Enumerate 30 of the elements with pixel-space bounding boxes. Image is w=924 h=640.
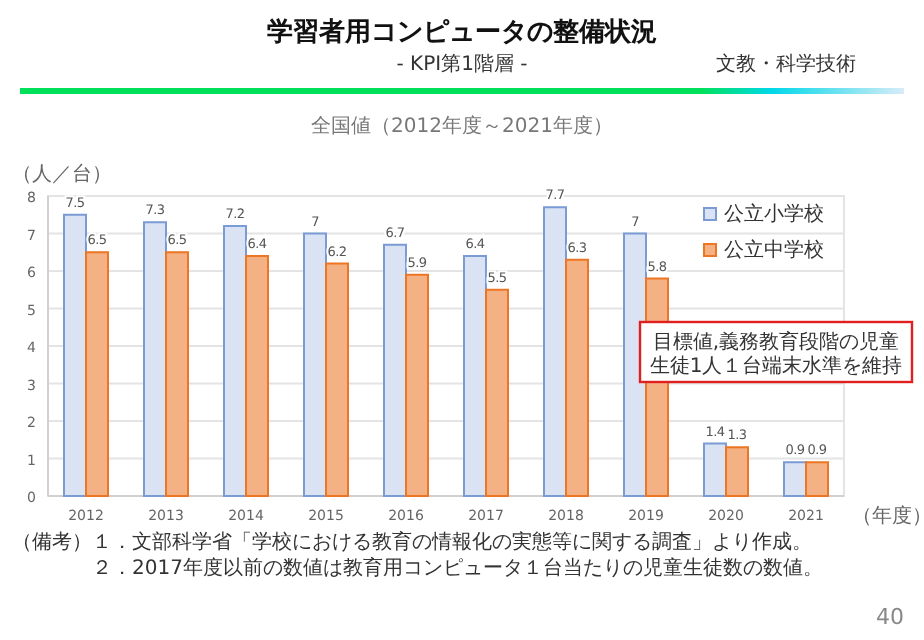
chart-title: 学習者用コンピュータの整備状況 <box>267 18 657 48</box>
bar <box>783 461 807 497</box>
bar <box>805 461 829 497</box>
bar <box>485 288 509 497</box>
text: （備考）１．文部科学省「学校における教育の情報化の実態等に関する調査」より作成。 <box>12 530 812 554</box>
text: ２．2017年度以前の数値は教育用コンピュータ１台当たりの児童生徒数の数値。 <box>12 556 823 580</box>
bar <box>165 251 189 497</box>
x-axis-title: （年度） <box>852 504 924 528</box>
bar <box>543 206 567 497</box>
bar <box>725 446 749 497</box>
bar <box>303 232 327 497</box>
bar <box>325 262 349 497</box>
bar <box>223 225 247 497</box>
bar <box>245 255 269 497</box>
legend-label: 公立小学校 <box>724 202 824 226</box>
chart-subtitle: - KPI第1階層 - <box>396 52 529 76</box>
bar <box>463 255 487 497</box>
bar <box>143 221 167 497</box>
text: 文教・科学技術 <box>716 52 856 76</box>
bar <box>63 213 87 497</box>
bar <box>405 273 429 497</box>
bar <box>85 251 109 497</box>
bar <box>703 442 727 497</box>
bar <box>565 258 589 497</box>
bar <box>383 243 407 497</box>
legend-label: 公立中学校 <box>724 238 824 262</box>
text: 全国値（2012年度～2021年度） <box>311 114 613 138</box>
y-axis-title: （人／台） <box>12 162 112 186</box>
text: 40 <box>876 604 904 630</box>
annotation: 目標値,義務教育段階の児童生徒1人１台端末水準を維持 <box>649 330 903 378</box>
